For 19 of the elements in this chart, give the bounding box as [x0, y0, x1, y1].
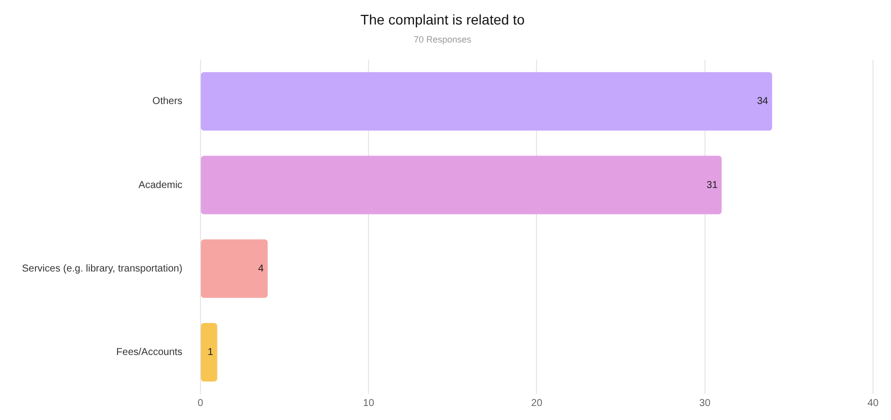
y-tick-label: Services (e.g. library, transportation)	[22, 263, 182, 274]
data-label: 1	[208, 346, 214, 358]
x-tick-label: 40	[867, 398, 879, 409]
bar	[200, 156, 722, 214]
data-label: 34	[756, 96, 769, 108]
bar	[200, 72, 772, 131]
x-tick-label: 10	[363, 398, 375, 409]
y-tick-label: Fees/Accounts	[116, 346, 182, 358]
bar	[200, 239, 268, 298]
x-tick-label: 0	[198, 398, 204, 409]
data-label: 4	[258, 263, 264, 274]
x-tick-label: 20	[531, 398, 543, 409]
chart-title: The complaint is related to	[360, 11, 525, 28]
chart-subtitle: 70 Responses	[414, 34, 472, 45]
x-tick-label: 30	[699, 398, 711, 409]
bar	[200, 322, 218, 382]
data-label: 31	[706, 180, 718, 191]
y-tick-label: Academic	[138, 180, 182, 191]
y-tick-label: Others	[152, 96, 182, 108]
